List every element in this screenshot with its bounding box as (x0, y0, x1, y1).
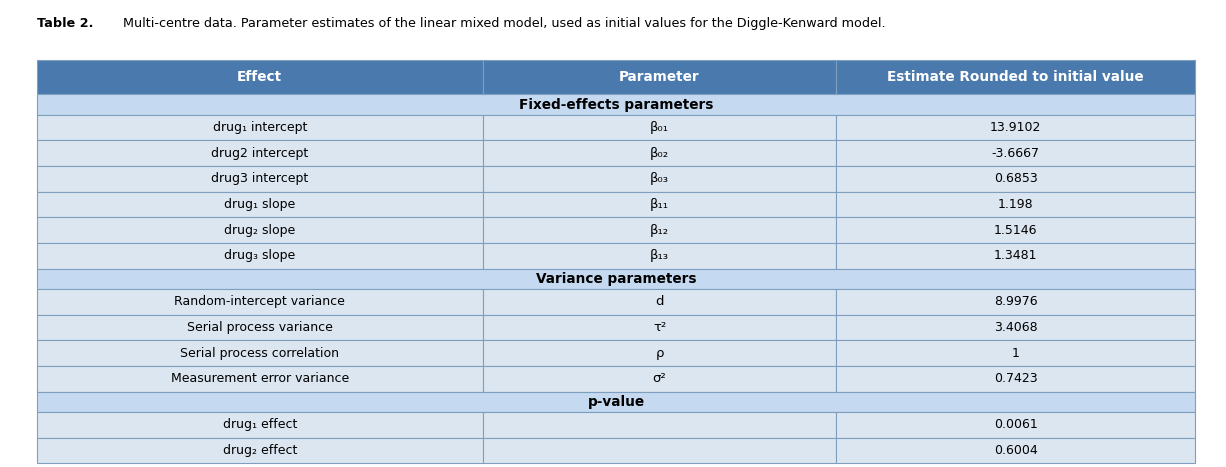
Bar (37, 392, 1195, 412)
Bar (836, 191, 1195, 218)
Bar (37, 191, 483, 218)
Text: Estimate Rounded to initial value: Estimate Rounded to initial value (888, 70, 1144, 84)
Text: p-value: p-value (587, 395, 645, 409)
Bar (483, 412, 836, 438)
Bar (37, 289, 483, 315)
Bar (483, 60, 836, 94)
Text: -3.6667: -3.6667 (992, 147, 1040, 160)
Text: drug₂ effect: drug₂ effect (223, 444, 297, 457)
Bar (836, 412, 1195, 438)
Bar (836, 315, 1195, 340)
Text: τ²: τ² (653, 321, 666, 334)
Text: 0.6004: 0.6004 (994, 444, 1037, 457)
Text: β₁₃: β₁₃ (650, 249, 669, 262)
Text: β₀₁: β₀₁ (650, 121, 669, 134)
Bar (37, 140, 483, 166)
Bar (483, 243, 836, 269)
Text: 1: 1 (1011, 347, 1020, 360)
Text: 0.7423: 0.7423 (994, 372, 1037, 385)
Bar (836, 140, 1195, 166)
Bar (37, 269, 1195, 289)
Text: β₀₂: β₀₂ (650, 147, 669, 160)
Text: Parameter: Parameter (619, 70, 700, 84)
Bar (37, 366, 483, 392)
Text: Table 2.: Table 2. (37, 17, 93, 30)
Bar (37, 315, 483, 340)
Bar (37, 94, 1195, 114)
Text: Variance parameters: Variance parameters (536, 272, 696, 286)
Bar (483, 289, 836, 315)
Bar (37, 412, 483, 438)
Text: β₁₂: β₁₂ (650, 224, 669, 237)
Bar (836, 340, 1195, 366)
Bar (37, 114, 483, 140)
Text: 0.0061: 0.0061 (994, 418, 1037, 431)
Text: drug₁ intercept: drug₁ intercept (212, 121, 306, 134)
Text: d: d (655, 295, 663, 308)
Text: 1.5146: 1.5146 (994, 224, 1037, 237)
Text: β₁₁: β₁₁ (650, 198, 669, 211)
Bar (37, 218, 483, 243)
Bar (483, 140, 836, 166)
Bar (483, 366, 836, 392)
Bar (483, 315, 836, 340)
Bar (483, 166, 836, 191)
Text: Measurement error variance: Measurement error variance (170, 372, 349, 385)
Bar (836, 218, 1195, 243)
Bar (836, 438, 1195, 463)
Text: Effect: Effect (238, 70, 282, 84)
Text: drug₁ slope: drug₁ slope (224, 198, 295, 211)
Bar (483, 218, 836, 243)
Bar (483, 114, 836, 140)
Bar (37, 340, 483, 366)
Bar (836, 289, 1195, 315)
Text: drug₁ effect: drug₁ effect (223, 418, 297, 431)
Text: β₀₃: β₀₃ (650, 172, 669, 185)
Text: ρ: ρ (655, 347, 663, 360)
Text: Fixed-effects parameters: Fixed-effects parameters (519, 98, 714, 112)
Bar (37, 243, 483, 269)
Text: 0.6853: 0.6853 (994, 172, 1037, 185)
Text: σ²: σ² (652, 372, 667, 385)
Bar (836, 243, 1195, 269)
Text: Multi-centre data. Parameter estimates of the linear mixed model, used as initia: Multi-centre data. Parameter estimates o… (119, 17, 885, 30)
Bar (836, 60, 1195, 94)
Bar (483, 191, 836, 218)
Bar (836, 166, 1195, 191)
Bar (37, 166, 483, 191)
Text: 1.198: 1.198 (998, 198, 1034, 211)
Text: Serial process correlation: Serial process correlation (180, 347, 340, 360)
Text: drug3 intercept: drug3 intercept (211, 172, 309, 185)
Bar (836, 114, 1195, 140)
Bar (483, 438, 836, 463)
Text: drug₃ slope: drug₃ slope (224, 249, 295, 262)
Text: 8.9976: 8.9976 (994, 295, 1037, 308)
Text: drug₂ slope: drug₂ slope (224, 224, 295, 237)
Text: 3.4068: 3.4068 (994, 321, 1037, 334)
Text: 13.9102: 13.9102 (991, 121, 1041, 134)
Text: Random-intercept variance: Random-intercept variance (174, 295, 346, 308)
Bar (483, 340, 836, 366)
Bar (836, 366, 1195, 392)
Bar (37, 438, 483, 463)
Text: drug2 intercept: drug2 intercept (211, 147, 309, 160)
Text: Serial process variance: Serial process variance (186, 321, 332, 334)
Bar (37, 60, 483, 94)
Text: 1.3481: 1.3481 (994, 249, 1037, 262)
